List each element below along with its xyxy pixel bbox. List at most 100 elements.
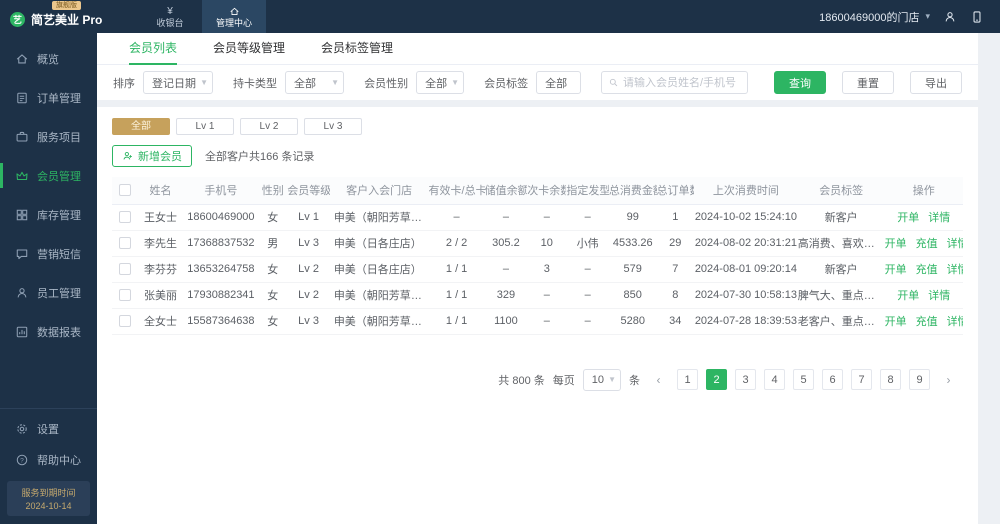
home-icon (229, 5, 240, 17)
cell-phone: 17930882341 (183, 282, 259, 309)
app-logo: 旗舰版 艺 简艺美业 Pro (0, 0, 122, 33)
report-icon (15, 325, 29, 339)
sidebar-item-0[interactable]: 概览 (0, 39, 97, 78)
level-tab-1[interactable]: Lv 1 (176, 118, 234, 135)
page-button-8[interactable]: 8 (880, 369, 901, 390)
cell-stylist: – (566, 308, 609, 335)
sidebar-item-2[interactable]: 服务项目 (0, 117, 97, 156)
crown-icon (15, 169, 29, 183)
select-all-checkbox[interactable] (118, 184, 131, 197)
action-link[interactable]: 详情 (946, 238, 963, 250)
gender-select[interactable]: 全部 ▼ (416, 71, 465, 94)
add-member-button[interactable]: 新增会员 (112, 145, 192, 167)
cell-orders: 34 (656, 308, 694, 335)
page-button-9[interactable]: 9 (909, 369, 930, 390)
cell-cards: 2 / 2 (428, 230, 485, 257)
page-button-2[interactable]: 2 (706, 369, 727, 390)
action-link[interactable]: 充值 (915, 316, 938, 328)
tab-0[interactable]: 会员列表 (129, 33, 178, 65)
action-link[interactable]: 详情 (928, 212, 951, 224)
cell-times: – (527, 282, 567, 309)
sidebar-footer-item-0[interactable]: 设置 (0, 413, 97, 444)
store-name[interactable]: 18600469000的门店 (819, 11, 920, 24)
sidebar-footer: 设置? 帮助中心 服务到期时间 2024-10-14 (0, 408, 97, 520)
action-link[interactable]: 开单 (884, 264, 907, 276)
sidebar-item-5[interactable]: 营销短信 (0, 234, 97, 273)
page-button-5[interactable]: 5 (793, 369, 814, 390)
tabs-card: 会员列表 会员等级管理 会员标签管理 排序 登记日期 ▼ 持卡类型 全部 ▼ 会员性别 … (97, 33, 978, 100)
column-header: 储值余额 (484, 177, 528, 205)
sidebar-item-6[interactable]: 员工管理 (0, 273, 97, 312)
action-link[interactable]: 充值 (915, 238, 938, 250)
export-button[interactable]: 导出 (910, 71, 962, 94)
column-header: 次卡余数 (527, 177, 567, 205)
action-link[interactable]: 充值 (915, 264, 938, 276)
cell-store: 申美（朝阳芳草店） (329, 308, 429, 335)
sidebar-item-3[interactable]: 会员管理 (0, 156, 97, 195)
topnav-item-0[interactable]: ¥ 收银台 (156, 5, 184, 29)
sort-select[interactable]: 登记日期 ▼ (143, 71, 213, 94)
cell-stylist: – (566, 256, 609, 283)
action-link[interactable]: 开单 (884, 316, 907, 328)
page-button-4[interactable]: 4 (764, 369, 785, 390)
member-tag-input[interactable]: 全部 (536, 71, 581, 94)
query-button[interactable]: 查询 (774, 71, 826, 94)
logo-badge: 旗舰版 (52, 1, 81, 10)
sidebar-item-7[interactable]: 数据报表 (0, 312, 97, 351)
page-button-1[interactable]: 1 (677, 369, 698, 390)
tab-2[interactable]: 会员标签管理 (321, 40, 394, 55)
chevron-down-icon[interactable]: ▾ (925, 11, 930, 21)
member-table: 姓名手机号性别会员等级客户入会门店有效卡/总卡数储值余额次卡余数指定发型师总消费… (112, 177, 963, 335)
home-icon (15, 52, 29, 66)
action-link[interactable]: 开单 (897, 290, 920, 302)
table-header-row: 姓名手机号性别会员等级客户入会门店有效卡/总卡数储值余额次卡余数指定发型师总消费… (112, 177, 963, 205)
card-type-select[interactable]: 全部 ▼ (285, 71, 345, 94)
row-checkbox[interactable] (118, 263, 131, 275)
prev-page-button[interactable]: ‹ (648, 369, 669, 390)
action-link[interactable]: 详情 (928, 290, 951, 302)
cell-tags: 新客户 (797, 204, 885, 231)
per-page-select[interactable]: 10 ▼ (582, 368, 621, 391)
page-button-6[interactable]: 6 (822, 369, 843, 390)
level-tab-3[interactable]: Lv 3 (304, 118, 362, 135)
level-tab-2[interactable]: Lv 2 (240, 118, 298, 135)
search-input[interactable] (623, 76, 741, 89)
column-header: 性别 (258, 177, 288, 205)
topnav-item-1[interactable]: 管理中心 (202, 0, 266, 33)
member-tag-label: 会员标签 (484, 77, 529, 90)
cell-last_time: 2024-08-02 20:31:21 (693, 230, 798, 257)
sidebar-item-1[interactable]: 订单管理 (0, 78, 97, 117)
sidebar-footer-item-1[interactable]: ? 帮助中心 (0, 444, 97, 475)
column-header: 操作 (884, 177, 963, 205)
row-checkbox[interactable] (118, 289, 131, 301)
sms-icon (15, 247, 29, 261)
level-tabs: 全部 Lv 1 Lv 2 Lv 3 (112, 118, 963, 135)
row-checkbox[interactable] (118, 211, 131, 223)
sidebar-item-4[interactable]: 库存管理 (0, 195, 97, 234)
page-button-3[interactable]: 3 (735, 369, 756, 390)
cell-last_time: 2024-10-02 15:24:10 (693, 204, 798, 231)
cell-name: 全女士 (137, 308, 184, 335)
chevron-down-icon: ▼ (608, 375, 616, 384)
reset-button[interactable]: 重置 (842, 71, 894, 94)
cell-name: 李芬芬 (137, 256, 184, 283)
level-tab-0[interactable]: 全部 (112, 118, 170, 135)
row-checkbox[interactable] (118, 237, 131, 249)
cell-phone: 13653264758 (183, 256, 259, 283)
page-button-7[interactable]: 7 (851, 369, 872, 390)
mobile-icon[interactable] (970, 10, 984, 24)
cell-actions: 开单充值详情 (884, 256, 963, 283)
staff-icon (15, 286, 29, 300)
tab-1[interactable]: 会员等级管理 (213, 40, 286, 55)
row-checkbox[interactable] (118, 315, 131, 327)
cell-tags: 高消费、喜欢按摩... (797, 230, 885, 257)
next-page-button[interactable]: › (938, 369, 959, 390)
action-link[interactable]: 详情 (946, 316, 963, 328)
action-link[interactable]: 开单 (897, 212, 920, 224)
action-link[interactable]: 详情 (946, 264, 963, 276)
cell-balance: 1100 (484, 308, 528, 335)
sidebar: 概览 订单管理 服务项目 会员管理 库存管理 营销短信 员工管理 数据报表 设置? 帮助中心 服… (0, 33, 97, 524)
user-icon[interactable] (943, 10, 957, 24)
action-link[interactable]: 开单 (884, 238, 907, 250)
order-icon (15, 91, 29, 105)
